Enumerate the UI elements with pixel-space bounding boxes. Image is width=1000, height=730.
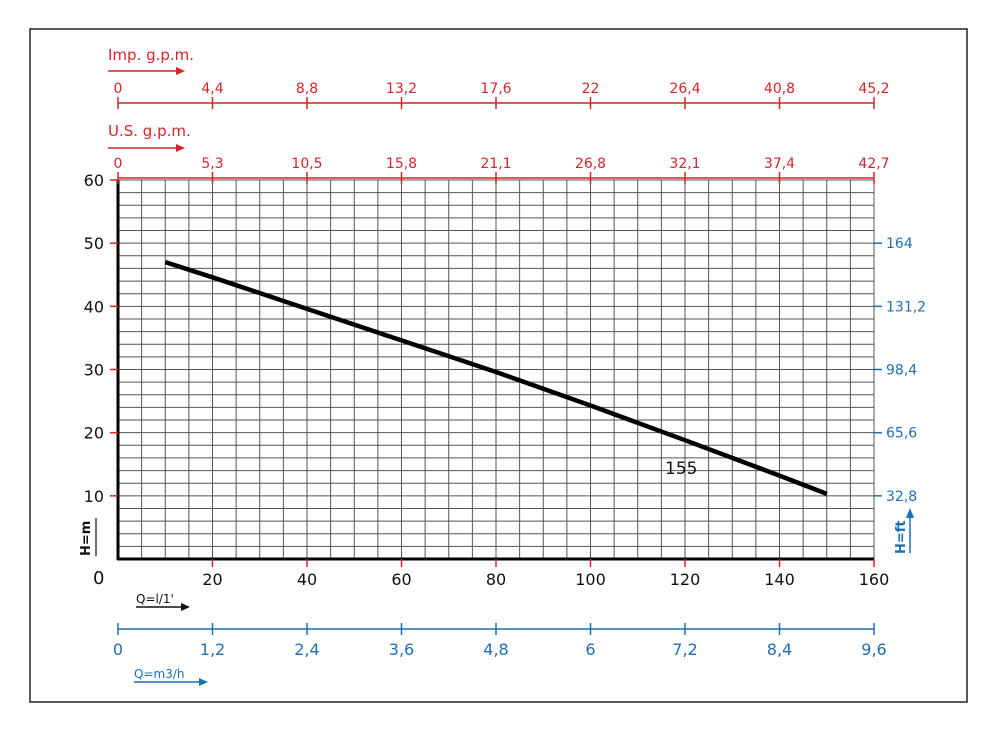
scale-tick-label: 15,8 [386,156,417,172]
scale-tick-label: 5,3 [201,156,223,172]
scale-tick-label: 32,1 [669,156,700,172]
q-lmin-tick-label: 140 [764,570,795,589]
q-m3h-arrow-head [199,678,208,686]
chart-frame [29,28,968,703]
scale-tick-label: 26,8 [575,156,606,172]
q-lmin-tick-label: 160 [859,570,890,589]
scale-tick-label: 10,5 [291,156,322,172]
m3h-tick-label: 6 [585,640,595,659]
q-m3h-ticks: 0 1,2 2,4 3,6 4,8 6 7,2 8,4 9,6 [113,623,887,686]
h-m-tick-label: 10 [84,487,104,506]
scale-tick-label: 0 [114,81,123,97]
imp-gpm-ticks: 0 4,4 8,8 13,2 17,6 22 26,4 40,8 45,2 [108,67,890,109]
scale-tick-label: 8,8 [296,81,318,97]
m3h-tick-label: 3,6 [389,640,414,659]
q-lmin-tick-label: 80 [486,570,506,589]
scale-tick-label: 13,2 [386,81,417,97]
us-gpm-label: U.S. g.p.m. [108,122,191,140]
m3h-tick-label: 2,4 [294,640,319,659]
scale-tick-label: 26,4 [669,81,700,97]
scale-tick-label: 37,4 [764,156,795,172]
scale-tick-label: 42,7 [858,156,889,172]
q-m3h-label: Q=m3/h [134,667,184,681]
h-m-origin: 0 [93,568,104,589]
scale-tick-label: 40,8 [764,81,795,97]
h-m-tick-label: 50 [84,234,104,253]
h-m-tick-label: 20 [84,424,104,443]
scale-tick-label: 4,4 [201,81,223,97]
h-ft-label: H=ft [894,520,909,554]
h-ft-ticks: 32,8 65,6 98,4 131,2 164 [874,236,926,553]
grid [117,179,875,560]
h-m-ticks: 10 20 30 40 50 60 [84,171,118,556]
m3h-tick-label: 1,2 [200,640,225,659]
scale-tick-label: 17,6 [480,81,511,97]
q-lmin-ticks: 20 40 60 80 100 120 140 160 [136,559,889,611]
m3h-tick-label: 8,4 [767,640,792,659]
m3h-tick-label: 4,8 [483,640,508,659]
us-gpm-arrow-head [176,144,185,152]
m3h-tick-label: 9,6 [861,640,886,659]
us-gpm-ticks: 0 5,3 10,5 15,8 21,1 26,8 32,1 37,4 42,7 [108,144,890,184]
q-lmin-tick-label: 100 [575,570,606,589]
h-ft-tick-label: 65,6 [886,426,917,442]
q-lmin-tick-label: 120 [670,570,701,589]
h-m-tick-label: 40 [84,297,104,316]
m3h-tick-label: 7,2 [672,640,697,659]
h-ft-tick-label: 98,4 [886,363,917,379]
scale-tick-label: 22 [582,81,600,97]
h-m-label: H=m [79,521,94,556]
h-ft-tick-label: 164 [886,236,913,252]
h-ft-arrow-head [906,508,914,518]
q-lmin-tick-label: 20 [202,570,222,589]
curve-155 [164,259,828,496]
curve-155-label: 155 [665,459,697,479]
h-m-tick-label: 30 [84,361,104,380]
scale-tick-label: 45,2 [858,81,889,97]
h-ft-tick-label: 131,2 [886,299,926,315]
h-ft-tick-label: 32,8 [886,489,917,505]
q-lmin-label: Q=l/1' [136,592,174,606]
imp-gpm-label: Imp. g.p.m. [108,46,194,64]
m3h-tick-label: 0 [113,640,123,659]
scale-tick-label: 0 [114,156,123,172]
q-lmin-tick-label: 60 [391,570,411,589]
q-lmin-arrow-head [181,603,190,611]
q-lmin-tick-label: 40 [297,570,317,589]
scale-tick-label: 21,1 [480,156,511,172]
h-m-tick-label: 60 [84,171,104,190]
imp-gpm-arrow-head [176,67,185,75]
